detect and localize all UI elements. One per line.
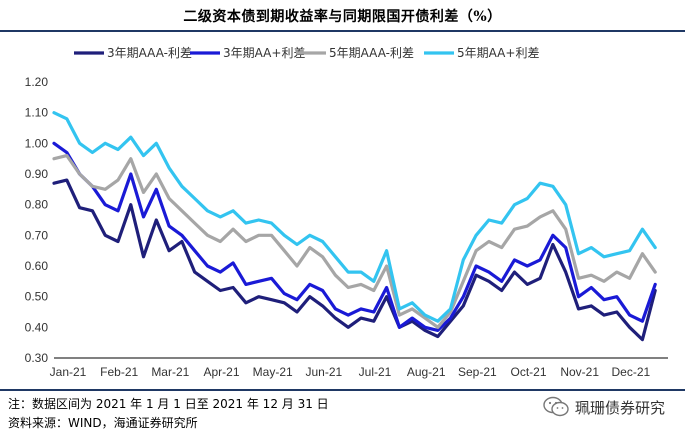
y-tick-label: 0.70	[25, 228, 49, 242]
x-tick-label: Feb-21	[100, 365, 138, 379]
x-tick-label: Dec-21	[611, 365, 650, 379]
watermark-text: 珮珊债券研究	[574, 398, 665, 417]
y-tick-label: 1.10	[25, 106, 49, 120]
y-tick-label: 0.60	[25, 259, 49, 273]
x-tick-label: Jan-21	[50, 365, 87, 379]
series-line-3	[52, 153, 657, 329]
x-tick-label: Nov-21	[560, 365, 599, 379]
x-tick-label: May-21	[253, 365, 293, 379]
y-tick-label: 0.30	[25, 351, 49, 365]
series-line-4	[52, 111, 657, 323]
footer-divider	[0, 389, 685, 391]
x-tick-label: Jun-21	[305, 365, 342, 379]
x-tick-label: Jul-21	[359, 365, 392, 379]
plot-area	[52, 111, 657, 342]
y-tick-label: 0.50	[25, 290, 49, 304]
x-tick-label: Mar-21	[151, 365, 189, 379]
watermark: 珮珊债券研究	[543, 396, 665, 418]
legend-label: 3年期AAA-利差	[107, 46, 192, 60]
series-line-2	[52, 141, 657, 332]
title-bar	[0, 0, 685, 32]
x-tick-label: Apr-21	[203, 365, 239, 379]
x-tick-label: Sep-21	[458, 365, 497, 379]
legend-label: 5年期AAA-利差	[329, 46, 414, 60]
data-range-note: 注：数据区间为 2021 年 1 月 1 日至 2021 年 12 月 31 日	[8, 397, 329, 411]
y-tick-label: 1.20	[25, 75, 49, 89]
chart-title: 二级资本债到期收益率与同期限国开债利差（%）	[183, 9, 502, 25]
x-axis: Jan-21 Feb-21 Mar-21 Apr-21 May-21 Jun-21 Jul-…	[50, 357, 668, 379]
wechat-icon	[543, 396, 569, 417]
y-tick-label: 1.00	[25, 136, 49, 150]
series-line-1	[52, 178, 657, 342]
y-tick-label: 0.90	[25, 167, 49, 181]
y-tick-label: 0.40	[25, 320, 49, 334]
x-tick-label: Aug-21	[407, 365, 446, 379]
y-axis: 0.30 0.40 0.50 0.60 0.70 0.80 0.90 1.00 1.10 1.20	[25, 75, 49, 365]
y-tick-label: 0.80	[25, 198, 49, 212]
x-tick-label: Oct-21	[510, 365, 546, 379]
legend-label: 5年期AA+利差	[457, 46, 539, 60]
source-note: 资料来源：WIND，海通证券研究所	[8, 416, 198, 430]
chart-legend: 3年期AAA-利差 3年期AA+利差 5年期AAA-利差 5年期AA+利差	[74, 46, 539, 60]
line-chart: 3年期AAA-利差 3年期AA+利差 5年期AAA-利差 5年期AA+利差 0.300…	[25, 46, 668, 379]
legend-label: 3年期AA+利差	[223, 46, 305, 60]
